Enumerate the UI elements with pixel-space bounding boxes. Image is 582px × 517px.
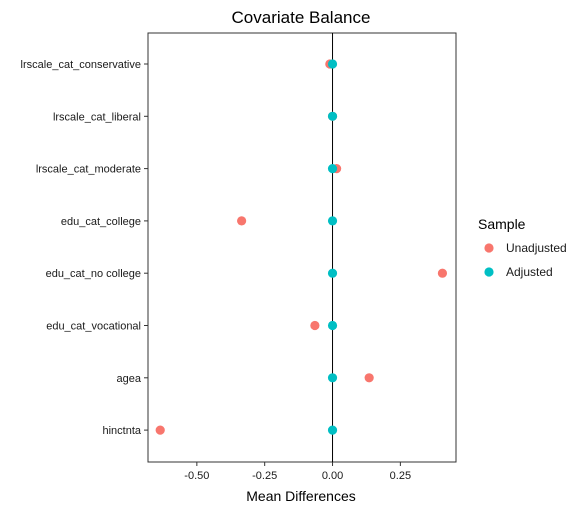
- point-adjusted-lrscale-cat-liberal: [327, 111, 338, 121]
- legend-key-unadjusted: [484, 243, 494, 253]
- point-adjusted-agea: [327, 373, 338, 383]
- point-unadjusted-agea: [364, 373, 374, 383]
- x-tick-label-0-25: 0.25: [390, 470, 411, 482]
- point-adjusted-lrscale-cat-moderate: [327, 164, 338, 174]
- y-tick-label-agea: agea: [117, 373, 142, 385]
- x-tick-label-0-00: 0.00: [322, 470, 343, 482]
- data-points: [155, 59, 448, 435]
- x-axis: -0.50 -0.25 0.00 0.25: [184, 462, 411, 482]
- y-tick-label-lrscale-cat-moderate: lrscale_cat_moderate: [36, 164, 141, 176]
- y-tick-label-edu-cat-vocational: edu_cat_vocational: [46, 321, 141, 333]
- y-tick-label-hinctnta: hinctnta: [102, 425, 141, 437]
- legend-label-adjusted: Adjusted: [506, 265, 553, 279]
- point-adjusted-edu-cat-vocational: [327, 320, 338, 331]
- panel-border: [147, 32, 457, 463]
- legend-key-adjusted: [484, 267, 494, 277]
- y-tick-label-edu-cat-college: edu_cat_college: [61, 216, 141, 228]
- x-tick-label-0-25: -0.25: [252, 470, 277, 482]
- point-unadjusted-edu-cat-no-college: [437, 268, 448, 278]
- y-axis: lrscale_cat_conservative lrscale_cat_libe…: [21, 59, 148, 437]
- point-adjusted-edu-cat-no-college: [327, 268, 338, 278]
- legend: Sample Unadjusted Adjusted: [478, 216, 567, 279]
- point-unadjusted-hinctnta: [155, 425, 165, 435]
- chart-title: Covariate Balance: [232, 8, 371, 27]
- x-tick-label-0-50: -0.50: [184, 470, 209, 482]
- legend-label-unadjusted: Unadjusted: [506, 241, 567, 255]
- y-tick-label-lrscale-cat-conservative: lrscale_cat_conservative: [21, 59, 141, 71]
- point-adjusted-lrscale-cat-conservative: [327, 59, 338, 69]
- legend-title: Sample: [478, 216, 526, 232]
- point-adjusted-hinctnta: [327, 425, 338, 435]
- point-unadjusted-edu-cat-vocational: [310, 320, 320, 331]
- point-adjusted-edu-cat-college: [327, 216, 338, 226]
- x-axis-title: Mean Differences: [246, 488, 355, 504]
- plot-panel: [147, 32, 457, 463]
- point-unadjusted-edu-cat-college: [237, 216, 247, 226]
- y-tick-label-edu-cat-no-college: edu_cat_no college: [46, 268, 141, 280]
- y-tick-label-lrscale-cat-liberal: lrscale_cat_liberal: [53, 111, 141, 123]
